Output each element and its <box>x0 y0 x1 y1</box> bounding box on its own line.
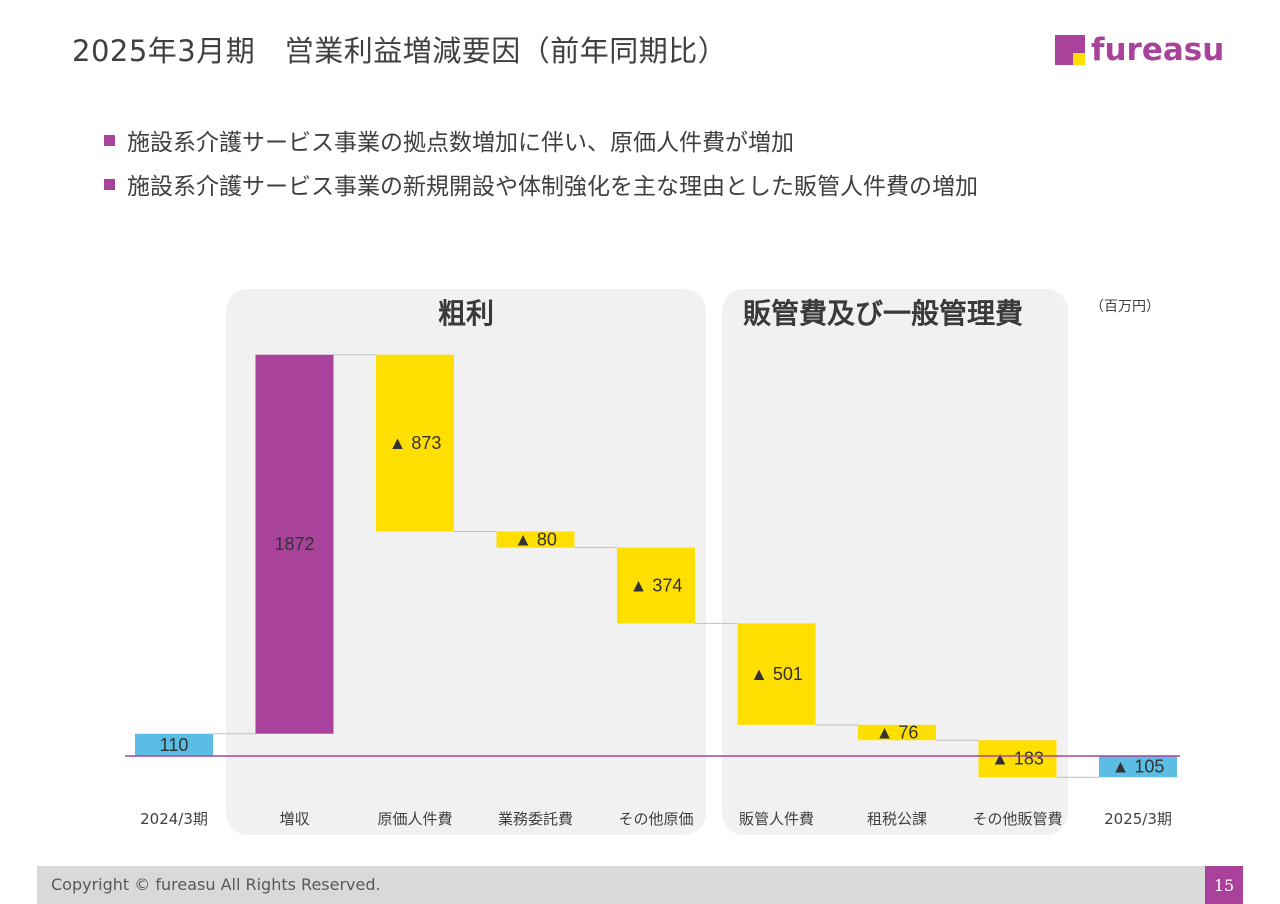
data-label: 1872 <box>274 534 314 554</box>
category-label: 2025/3期 <box>1104 810 1172 828</box>
data-label: ▲ 76 <box>876 723 919 743</box>
sga-panel-title: 販管費及び一般管理費 <box>742 297 1023 330</box>
bar-6 <box>858 724 936 741</box>
data-label: ▲ 80 <box>514 530 557 550</box>
data-label: ▲ 374 <box>630 576 683 596</box>
unit-label: （百万円） <box>1090 299 1160 315</box>
bullet-item: 施設系介護サービス事業の拠点数増加に伴い、原価人件費が増加 <box>104 118 978 162</box>
bullet-square-icon <box>104 178 115 190</box>
bar-2 <box>376 354 454 532</box>
data-label: ▲ 501 <box>750 664 803 684</box>
page-number: 15 <box>1205 866 1243 904</box>
category-label: その他原価 <box>618 810 693 828</box>
fureasu-logo: fureasu <box>1055 32 1225 68</box>
footer: Copyright © fureasu All Rights Reserved.… <box>37 866 1243 904</box>
bullet-text: 施設系介護サービス事業の新規開設や体制強化を主な理由とした販管人件費の増加 <box>127 174 978 200</box>
category-label: その他販管費 <box>972 810 1062 828</box>
bar-1 <box>255 354 334 734</box>
category-label: 原価人件費 <box>377 810 452 828</box>
bullet-text: 施設系介護サービス事業の拠点数増加に伴い、原価人件費が増加 <box>127 130 794 156</box>
bar-5 <box>737 623 816 725</box>
category-label: 租税公課 <box>867 810 927 828</box>
data-label: ▲ 105 <box>1112 757 1165 777</box>
category-label: 2024/3期 <box>140 810 208 828</box>
category-label: 販管人件費 <box>739 810 814 828</box>
logo-mark-icon <box>1055 35 1085 65</box>
category-label: 増収 <box>279 810 309 828</box>
bar-3 <box>496 531 575 548</box>
bar-0 <box>135 733 213 756</box>
gross-profit-panel-title: 粗利 <box>437 297 494 330</box>
data-label: ▲ 873 <box>389 433 442 453</box>
data-label: 110 <box>160 735 189 755</box>
copyright-text: Copyright © fureasu All Rights Reserved. <box>51 875 381 894</box>
bar-4 <box>617 547 695 624</box>
bar-8 <box>1099 756 1177 778</box>
bar-7 <box>978 740 1057 778</box>
page-title: 2025年3月期 営業利益増減要因（前年同期比） <box>72 34 728 68</box>
bullet-list: 施設系介護サービス事業の拠点数増加に伴い、原価人件費が増加 施設系介護サービス事… <box>104 118 978 206</box>
bullet-item: 施設系介護サービス事業の新規開設や体制強化を主な理由とした販管人件費の増加 <box>104 162 978 206</box>
bullet-square-icon <box>104 134 115 146</box>
data-label: ▲ 183 <box>991 749 1044 769</box>
logo-text: fureasu <box>1091 32 1225 68</box>
category-label: 業務委託費 <box>498 810 573 828</box>
